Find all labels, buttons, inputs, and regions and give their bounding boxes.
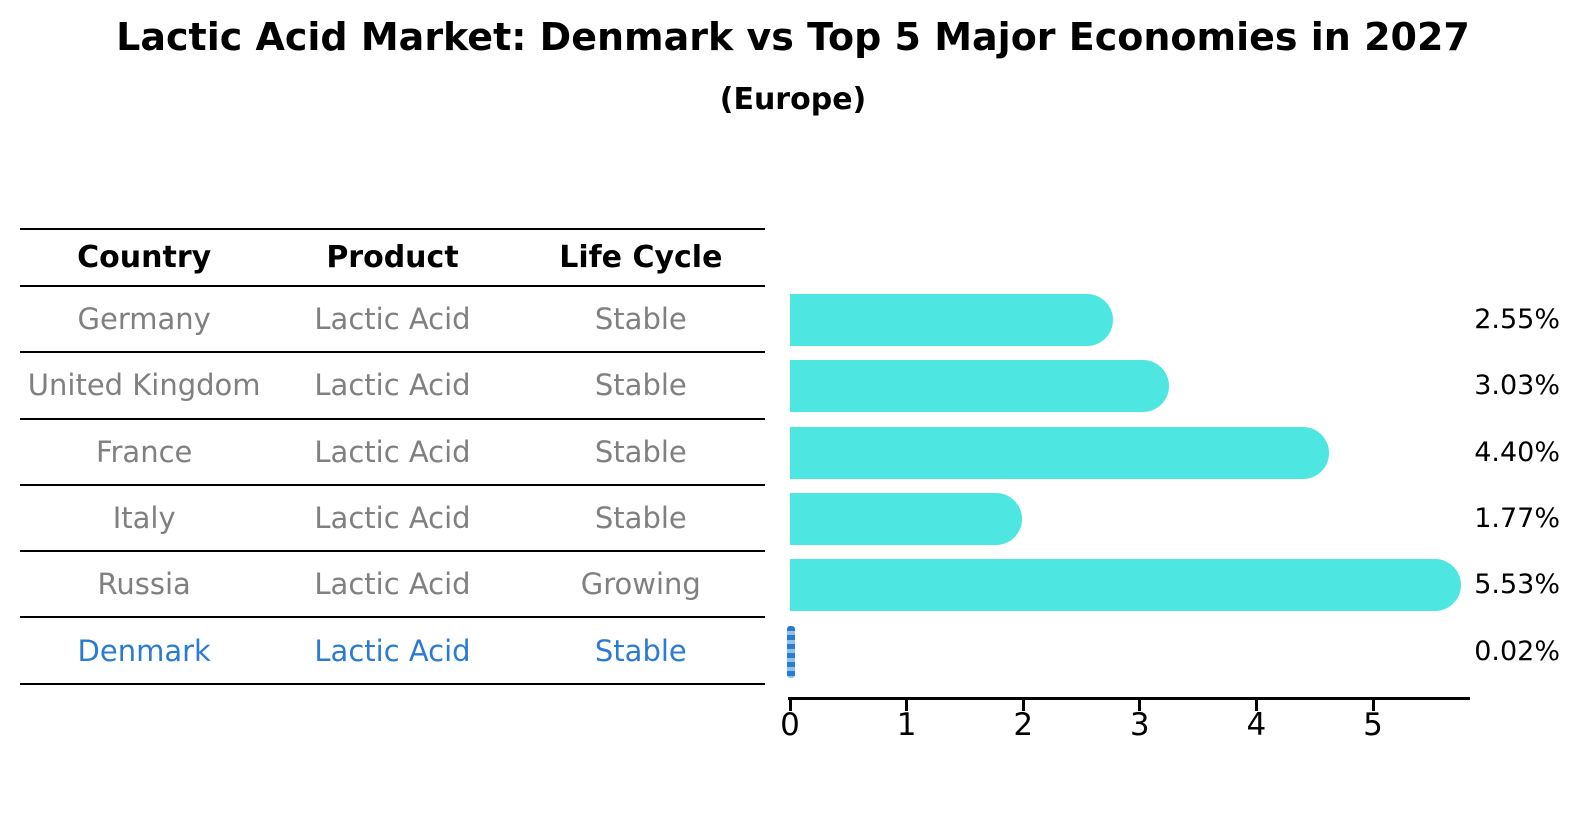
- x-tick: [1371, 700, 1375, 711]
- bar-italy: [790, 492, 1023, 545]
- cell-product: Lactic Acid: [314, 501, 471, 536]
- x-tick-label: 5: [1363, 707, 1383, 743]
- cell-country: Russia: [97, 567, 191, 602]
- bar-value-label: 0.02%: [1474, 635, 1560, 667]
- cell-lifecycle: Stable: [594, 368, 687, 403]
- x-tick: [1254, 700, 1258, 711]
- table-row: Germany Lactic Acid Stable: [20, 287, 765, 354]
- table-row: Denmark Lactic Acid Stable: [20, 618, 765, 685]
- x-tick-label: 0: [780, 707, 800, 743]
- bar-denmark: [787, 625, 795, 678]
- table-row: Russia Lactic Acid Growing: [20, 552, 765, 619]
- table-row: France Lactic Acid Stable: [20, 420, 765, 486]
- x-tick: [1138, 700, 1142, 711]
- chart-subtitle: (Europe): [719, 82, 867, 117]
- cell-product: Lactic Acid: [314, 302, 471, 337]
- cell-product: Lactic Acid: [314, 633, 471, 668]
- x-tick-label: 1: [896, 707, 917, 743]
- x-tick-label: 3: [1129, 707, 1150, 743]
- cell-country: Germany: [77, 302, 211, 337]
- x-tick-label: 4: [1246, 707, 1267, 743]
- bar-value-label: 2.55%: [1474, 304, 1560, 335]
- header-lifecycle: Life Cycle: [559, 240, 723, 275]
- header-country: Country: [77, 240, 212, 275]
- x-tick: [905, 700, 909, 711]
- bar-value-label: 5.53%: [1474, 569, 1560, 601]
- x-tick: [1021, 700, 1025, 711]
- bar-united-kingdom: [790, 360, 1170, 413]
- cell-lifecycle: Stable: [594, 633, 687, 668]
- cell-lifecycle: Stable: [594, 501, 687, 536]
- cell-product: Lactic Acid: [314, 567, 471, 602]
- header-product: Product: [326, 240, 459, 275]
- cell-country: France: [95, 434, 193, 469]
- cell-country: United Kingdom: [27, 368, 261, 403]
- bar-germany: [790, 294, 1114, 346]
- cell-lifecycle: Stable: [594, 302, 687, 337]
- table-header-row: Country Product Life Cycle: [20, 230, 765, 287]
- table-row: United Kingdom Lactic Acid Stable: [20, 353, 765, 420]
- bar-value-label: 1.77%: [1474, 502, 1560, 534]
- x-tick: [788, 700, 792, 711]
- bar-value-label: 4.40%: [1474, 436, 1560, 468]
- cell-product: Lactic Acid: [314, 368, 471, 403]
- chart-title: Lactic Acid Market: Denmark vs Top 5 Maj…: [116, 15, 1470, 59]
- data-table: Country Product Life Cycle Germany Lacti…: [20, 228, 765, 685]
- bar-russia: [790, 559, 1461, 612]
- cell-country: Italy: [112, 501, 176, 536]
- table-body: Germany Lactic Acid Stable United Kingdo…: [20, 287, 765, 685]
- cell-lifecycle: Stable: [594, 434, 687, 469]
- table-row: Italy Lactic Acid Stable: [20, 486, 765, 553]
- bar-value-label: 3.03%: [1474, 370, 1560, 402]
- cell-country: Denmark: [77, 633, 211, 668]
- x-axis-line: [788, 697, 1470, 700]
- cell-lifecycle: Growing: [580, 567, 701, 602]
- bar-france: [790, 426, 1330, 479]
- x-tick-label: 2: [1013, 707, 1034, 743]
- cell-product: Lactic Acid: [314, 434, 471, 469]
